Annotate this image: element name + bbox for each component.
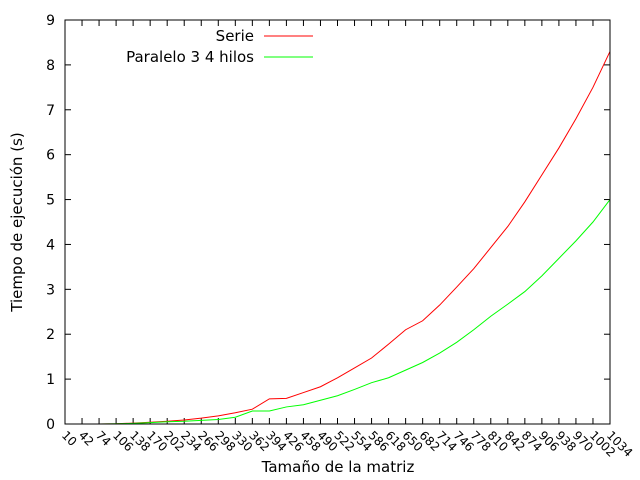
data-point	[456, 342, 457, 343]
data-point	[235, 412, 236, 413]
y-tick-label: 6	[46, 148, 55, 164]
y-tick-label: 8	[46, 58, 55, 74]
data-point	[286, 398, 287, 399]
data-point	[541, 275, 542, 276]
data-point	[371, 358, 372, 359]
data-point	[439, 305, 440, 306]
data-point	[473, 329, 474, 330]
data-point	[184, 419, 185, 420]
data-point	[252, 410, 253, 411]
data-point	[167, 421, 168, 422]
data-point	[201, 418, 202, 419]
data-point	[490, 316, 491, 317]
data-point	[320, 400, 321, 401]
data-point	[405, 329, 406, 330]
series-line-paralelo	[65, 199, 611, 425]
data-point	[575, 118, 576, 119]
data-point	[320, 386, 321, 387]
legend-label-serie: Serie	[216, 27, 254, 45]
data-point	[354, 389, 355, 390]
data-point	[473, 268, 474, 269]
data-point	[422, 362, 423, 363]
x-axis-title: Tamaño de la matriz	[261, 458, 415, 476]
data-point	[524, 291, 525, 292]
data-point	[303, 392, 304, 393]
data-point	[337, 377, 338, 378]
data-point	[456, 287, 457, 288]
data-point	[354, 367, 355, 368]
data-point	[439, 353, 440, 354]
data-point	[303, 404, 304, 405]
series-lines	[65, 51, 611, 425]
data-point	[286, 406, 287, 407]
data-point	[558, 147, 559, 148]
data-point	[218, 415, 219, 416]
data-point	[218, 419, 219, 420]
data-point	[388, 344, 389, 345]
data-point	[592, 222, 593, 223]
data-point	[235, 417, 236, 418]
data-point	[507, 226, 508, 227]
legend-label-paralelo: Paralelo 3 4 hilos	[126, 48, 254, 66]
data-point	[201, 420, 202, 421]
data-point	[405, 370, 406, 371]
data-point	[337, 395, 338, 396]
data-point	[388, 377, 389, 378]
y-tick-label: 2	[46, 327, 55, 343]
plot-frame	[64, 19, 611, 425]
legend: Serie Paralelo 3 4 hilos	[126, 27, 313, 66]
data-point	[371, 382, 372, 383]
data-point	[558, 258, 559, 259]
data-point	[507, 304, 508, 305]
y-tick-label: 4	[46, 237, 55, 253]
y-tick-label: 0	[46, 417, 55, 433]
y-tick-label: 9	[46, 13, 55, 29]
data-point	[150, 422, 151, 423]
data-point	[592, 87, 593, 88]
data-point	[184, 421, 185, 422]
data-point	[490, 247, 491, 248]
y-tick-label: 1	[46, 372, 55, 388]
data-point	[541, 174, 542, 175]
data-point	[575, 240, 576, 241]
data-point	[269, 398, 270, 399]
y-axis-title: Tiempo de ejecución (s)	[8, 132, 26, 312]
data-point	[422, 320, 423, 321]
data-point	[269, 410, 270, 411]
y-tick-label: 3	[46, 282, 55, 298]
y-tick-label: 5	[46, 193, 55, 209]
y-tick-label: 7	[46, 103, 55, 119]
data-point	[252, 409, 253, 410]
data-point	[524, 201, 525, 202]
